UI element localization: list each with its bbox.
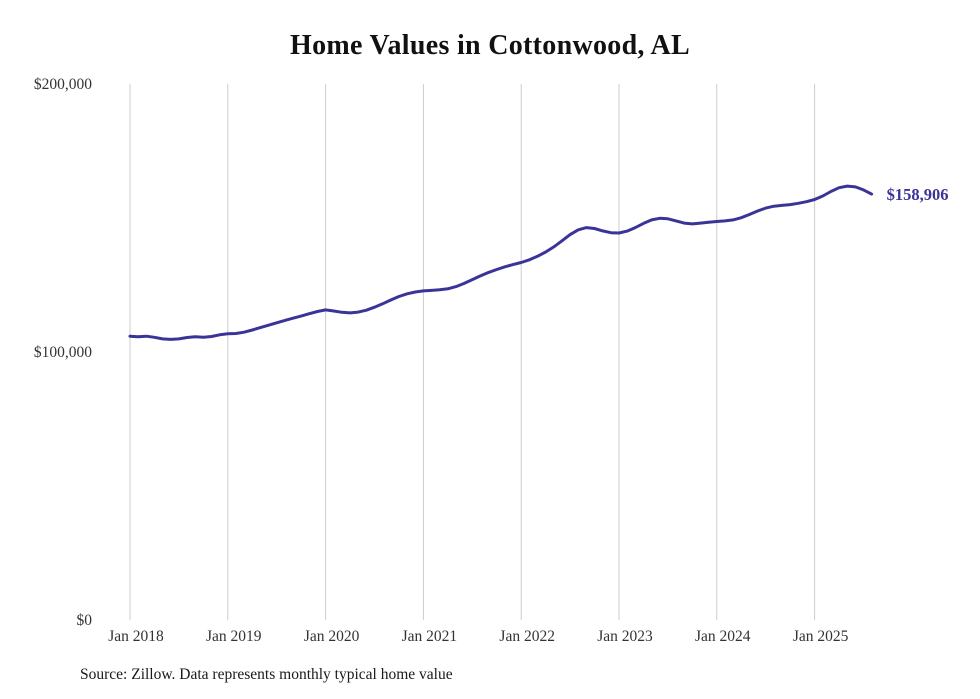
source-note: Source: Zillow. Data represents monthly … — [80, 666, 453, 683]
y-tick-label-200000: $200,000 — [34, 76, 92, 93]
x-tick-label-2022: Jan 2022 — [499, 628, 555, 645]
x-tick-label-2023: Jan 2023 — [597, 628, 653, 645]
chart-title: Home Values in Cottonwood, AL — [290, 30, 690, 61]
home-value-line-series — [128, 184, 874, 341]
y-tick-label-0: $0 — [77, 612, 93, 629]
x-tick-label-2025: Jan 2025 — [793, 628, 849, 645]
x-tick-label-2021: Jan 2021 — [402, 628, 458, 645]
x-tick-label-2018: Jan 2018 — [108, 628, 164, 645]
y-tick-label-100000: $100,000 — [34, 344, 92, 361]
x-tick-label-2020: Jan 2020 — [304, 628, 360, 645]
x-tick-label-2019: Jan 2019 — [206, 628, 262, 645]
x-tick-label-2024: Jan 2024 — [695, 628, 751, 645]
current-value-label: $158,906 — [887, 185, 949, 204]
